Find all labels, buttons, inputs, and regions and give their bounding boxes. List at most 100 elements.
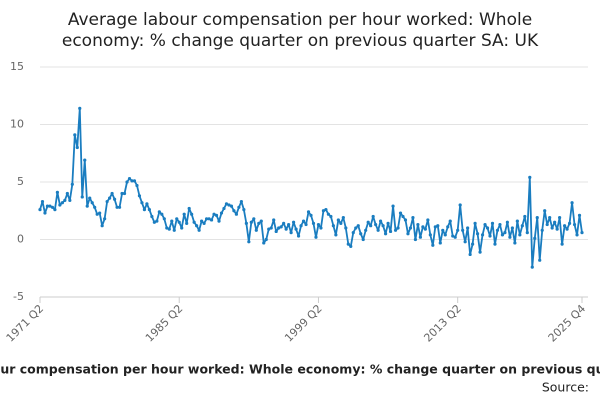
point [202, 221, 206, 225]
y-tick-label: 5 [17, 175, 24, 188]
point [518, 233, 522, 237]
point [488, 234, 492, 238]
point [505, 220, 510, 224]
point [50, 205, 55, 209]
point [528, 175, 532, 179]
point [85, 204, 89, 208]
point [120, 191, 124, 196]
point [73, 133, 77, 137]
chart-title: economy: % change quarter on previous qu… [62, 31, 539, 51]
point [530, 265, 534, 269]
point [304, 222, 308, 227]
y-tick-label: 15 [10, 60, 24, 73]
x-tick-label: 2025 Q4 [546, 302, 589, 345]
point [433, 225, 437, 229]
x-tick-label: 1971 Q2 [4, 302, 47, 345]
point [140, 201, 144, 205]
point [264, 237, 268, 242]
point [177, 220, 181, 224]
point [90, 201, 94, 205]
point [48, 204, 52, 208]
point [93, 205, 97, 209]
point [125, 180, 129, 184]
point [204, 217, 209, 221]
point [468, 252, 472, 257]
source: Source: [542, 380, 589, 395]
point [70, 182, 74, 186]
point [112, 197, 117, 201]
point [289, 231, 293, 235]
point [483, 222, 487, 227]
point [167, 227, 171, 231]
point [38, 208, 42, 212]
point [232, 209, 236, 213]
point [381, 224, 385, 228]
point [383, 232, 388, 236]
point [227, 203, 231, 207]
point [448, 219, 452, 223]
point [58, 203, 62, 207]
point [406, 232, 410, 236]
point [341, 216, 345, 220]
point [403, 218, 408, 222]
point [60, 201, 64, 205]
point [63, 198, 67, 202]
point [575, 233, 579, 237]
point [538, 258, 542, 262]
point [572, 222, 577, 227]
point [209, 218, 214, 222]
point [274, 229, 278, 234]
point [254, 228, 258, 232]
point [314, 235, 318, 239]
point [122, 191, 127, 196]
point [197, 228, 201, 232]
point [172, 228, 176, 232]
point [170, 219, 174, 223]
point [224, 202, 229, 206]
point [291, 220, 296, 224]
point [105, 199, 109, 204]
point [354, 226, 358, 230]
point [115, 205, 119, 209]
point [398, 211, 403, 215]
point [525, 231, 529, 235]
point [306, 210, 311, 214]
point [309, 213, 313, 217]
point [416, 222, 420, 227]
point [396, 226, 400, 230]
point [182, 212, 186, 216]
point [535, 216, 539, 220]
point [316, 222, 321, 227]
point [461, 228, 465, 232]
point [267, 227, 271, 231]
point [513, 241, 517, 245]
point [137, 194, 142, 198]
point [130, 179, 134, 183]
point [329, 214, 333, 219]
point [237, 205, 241, 209]
point [100, 224, 104, 228]
point [132, 179, 137, 183]
point [190, 212, 194, 216]
point [379, 219, 383, 223]
point [95, 212, 99, 216]
point [234, 212, 239, 216]
point [520, 224, 524, 228]
point [478, 250, 482, 254]
point [567, 221, 572, 225]
point [157, 210, 161, 214]
point [361, 237, 365, 242]
point [485, 226, 490, 230]
point [560, 242, 564, 246]
point [475, 232, 480, 236]
point [577, 213, 582, 217]
point [147, 208, 151, 212]
point [150, 214, 154, 219]
point [279, 225, 283, 229]
series-line [39, 107, 583, 268]
point [269, 226, 273, 230]
point [217, 219, 221, 223]
point [200, 219, 204, 223]
point [319, 226, 323, 230]
